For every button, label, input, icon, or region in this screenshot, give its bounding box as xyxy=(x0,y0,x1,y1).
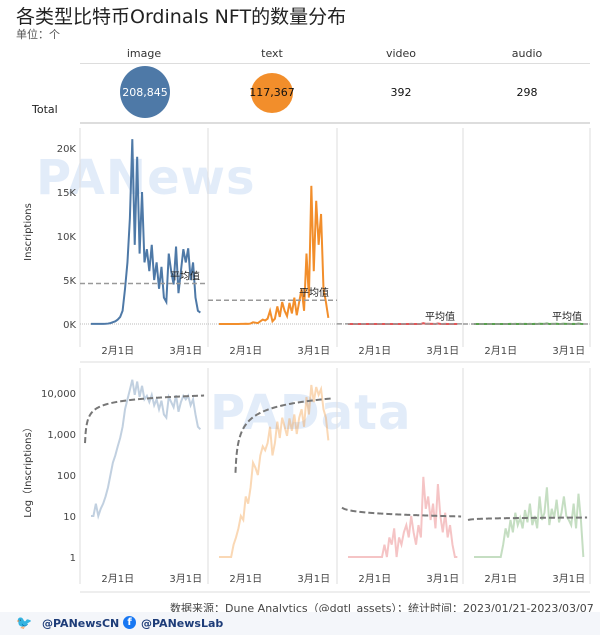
series-line-text xyxy=(219,185,330,325)
total-text: 117,367 xyxy=(249,86,295,99)
y-axis-label-log: Log（Inscriptions） xyxy=(22,422,34,517)
log-trend-line-text xyxy=(234,397,333,473)
watermark-padata: PAData xyxy=(210,385,412,441)
log-series-line-audio xyxy=(474,487,585,558)
x-tick-label: 3月1日 xyxy=(426,573,459,585)
column-header-audio: audio xyxy=(511,47,543,60)
x-tick-label: 3月1日 xyxy=(552,345,585,357)
page-title: 各类型比特币Ordinals NFT的数量分布 xyxy=(16,6,347,28)
facebook-icon: f xyxy=(123,616,136,629)
unit-label: 单位：个 xyxy=(16,28,60,41)
y-tick-label: 1,000 xyxy=(47,430,76,441)
total-bubble-image xyxy=(120,66,170,118)
divider xyxy=(80,122,590,124)
watermark-panews: PANews xyxy=(36,150,256,206)
y-tick-label: 15K xyxy=(57,188,77,199)
x-tick-label: 2月1日 xyxy=(358,345,391,357)
total-row-label: Total xyxy=(32,103,58,116)
log-series-line-text xyxy=(219,384,330,558)
y-axis-label-linear: Inscriptions xyxy=(23,203,34,261)
small-multiples-chart: Inscriptions Log（Inscriptions） 0K 5K 10K 15K 2… xyxy=(22,128,591,593)
log-series-line-image xyxy=(91,379,202,520)
y-tick-label: 1 xyxy=(70,553,76,564)
x-tick-label: 3月1日 xyxy=(169,573,202,585)
x-tick-label: 2月1日 xyxy=(101,573,134,585)
y-tick-label: 0K xyxy=(63,320,76,331)
x-tick-label: 3月1日 xyxy=(169,345,202,357)
x-tick-label: 3月1日 xyxy=(297,573,330,585)
y-tick-label: 5K xyxy=(63,276,76,287)
x-tick-label: 3月1日 xyxy=(426,345,459,357)
x-tick-label: 2月1日 xyxy=(101,345,134,357)
x-tick-label: 2月1日 xyxy=(484,573,517,585)
divider xyxy=(80,63,590,64)
column-header-image: image xyxy=(126,47,162,60)
log-series-line-video xyxy=(348,476,458,558)
log-trend-line-audio xyxy=(467,516,588,521)
facebook-handle[interactable]: @PANewsLab xyxy=(141,617,224,630)
y-tick-label: 10K xyxy=(57,232,77,243)
column-header-video: video xyxy=(385,47,417,60)
y-tick-label: 100 xyxy=(57,471,76,482)
y-tick-label: 10 xyxy=(63,512,76,523)
total-image: 208,845 xyxy=(122,86,168,99)
twitter-icon: 🐦 xyxy=(16,616,33,631)
average-label: 平均值 xyxy=(552,310,582,323)
x-tick-label: 3月1日 xyxy=(552,573,585,585)
x-tick-label: 3月1日 xyxy=(297,345,330,357)
y-tick-label: 20K xyxy=(57,144,77,155)
x-tick-label: 2月1日 xyxy=(229,573,262,585)
y-tick-label: 10,000 xyxy=(41,389,76,400)
x-tick-label: 2月1日 xyxy=(358,573,391,585)
log-trend-line-video xyxy=(341,506,462,518)
average-label: 平均值 xyxy=(425,310,455,323)
x-tick-label: 2月1日 xyxy=(484,345,517,357)
average-label: 平均值 xyxy=(299,286,329,299)
total-video: 392 xyxy=(390,86,412,99)
column-header-text: text xyxy=(261,47,283,60)
x-tick-label: 2月1日 xyxy=(229,345,262,357)
log-trend-line-image xyxy=(84,394,205,444)
total-bubble-text xyxy=(251,73,293,113)
footer-bar: 🐦 @PANewsCN f @PANewsLab xyxy=(0,612,600,635)
average-label: 平均值 xyxy=(170,270,200,283)
total-audio: 298 xyxy=(516,86,538,99)
series-line-image xyxy=(91,139,201,325)
source-note: 数据来源：Dune Analytics（@dgtl_assets）；统计时间：2… xyxy=(170,602,594,615)
twitter-handle[interactable]: @PANewsCN xyxy=(42,617,120,630)
